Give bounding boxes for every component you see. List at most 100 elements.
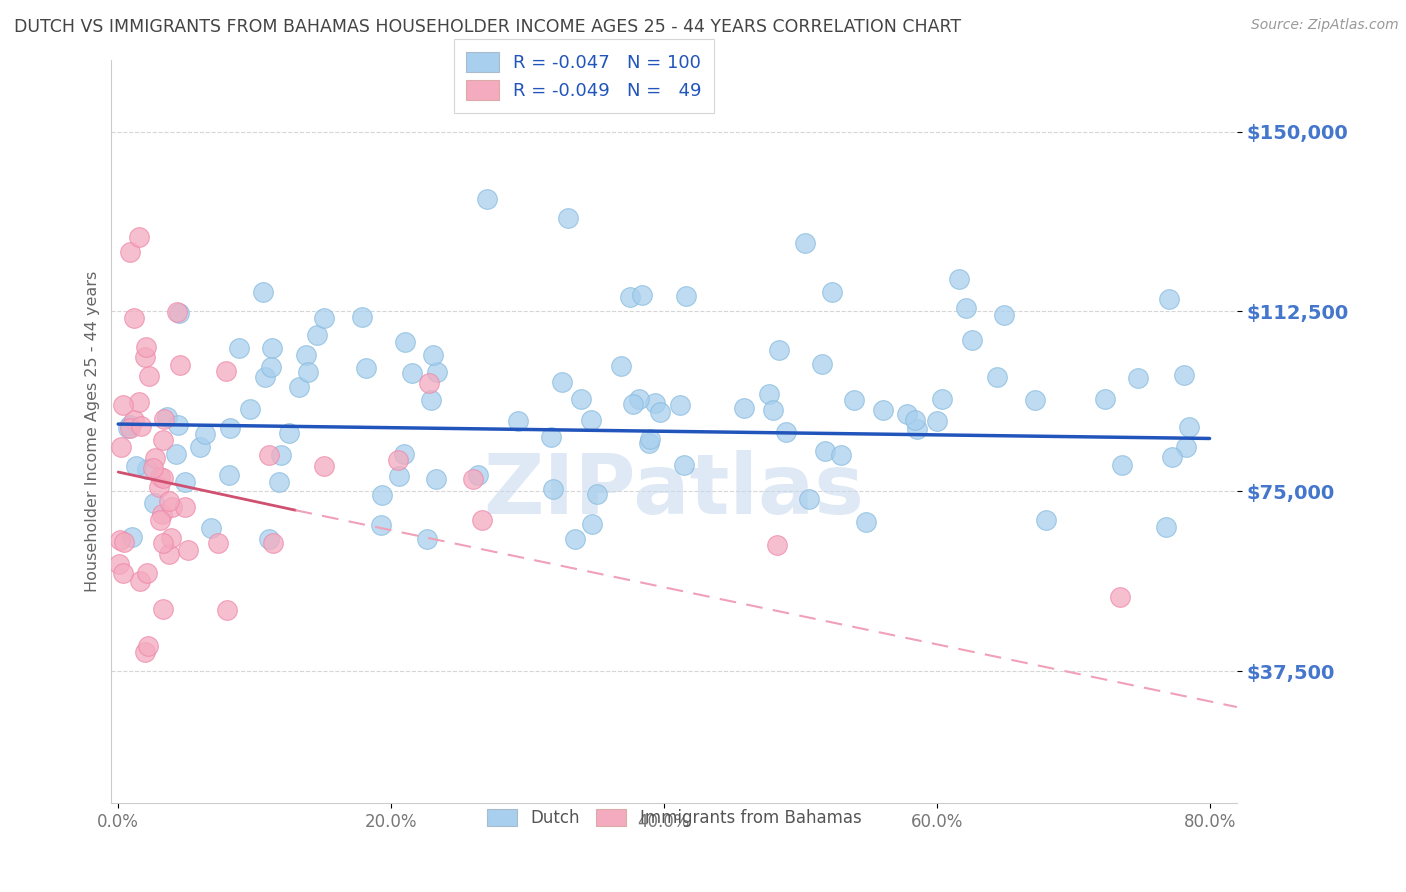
Point bbox=[422, 348, 444, 362]
Point bbox=[152, 433, 174, 447]
Point bbox=[152, 471, 174, 485]
Point bbox=[962, 333, 984, 347]
Point bbox=[160, 532, 183, 546]
Point bbox=[541, 482, 564, 496]
Point bbox=[153, 412, 176, 426]
Point bbox=[388, 469, 411, 483]
Point bbox=[672, 458, 695, 473]
Point bbox=[581, 517, 603, 532]
Point bbox=[118, 245, 141, 260]
Point bbox=[218, 421, 240, 435]
Point bbox=[150, 507, 173, 521]
Point bbox=[461, 472, 484, 486]
Point bbox=[768, 343, 790, 358]
Point bbox=[872, 403, 894, 417]
Point bbox=[107, 557, 129, 571]
Point bbox=[110, 440, 132, 454]
Point bbox=[775, 425, 797, 440]
Point bbox=[416, 532, 439, 546]
Point bbox=[148, 480, 170, 494]
Point bbox=[252, 285, 274, 300]
Point bbox=[312, 311, 335, 326]
Point bbox=[239, 402, 262, 417]
Point bbox=[648, 404, 671, 418]
Point bbox=[471, 513, 494, 527]
Point bbox=[675, 289, 697, 303]
Point bbox=[297, 365, 319, 379]
Point bbox=[1108, 591, 1130, 605]
Point bbox=[766, 538, 789, 552]
Point bbox=[121, 530, 143, 544]
Point bbox=[631, 288, 654, 302]
Point bbox=[508, 414, 530, 428]
Point bbox=[371, 488, 394, 502]
Point bbox=[162, 500, 184, 514]
Point bbox=[134, 350, 156, 364]
Point bbox=[394, 334, 416, 349]
Point bbox=[117, 421, 139, 435]
Point bbox=[169, 359, 191, 373]
Point bbox=[112, 398, 135, 412]
Point bbox=[1035, 513, 1057, 527]
Point bbox=[287, 379, 309, 393]
Point bbox=[896, 408, 918, 422]
Point bbox=[993, 308, 1015, 322]
Point bbox=[1154, 520, 1177, 534]
Point bbox=[758, 387, 780, 401]
Y-axis label: Householder Income Ages 25 - 44 years: Householder Income Ages 25 - 44 years bbox=[86, 270, 100, 592]
Point bbox=[167, 417, 190, 432]
Point bbox=[262, 341, 284, 355]
Point bbox=[1111, 458, 1133, 472]
Point bbox=[640, 432, 662, 446]
Point bbox=[207, 536, 229, 550]
Point bbox=[925, 414, 948, 428]
Point bbox=[1177, 420, 1199, 434]
Point bbox=[152, 536, 174, 550]
Point bbox=[569, 392, 592, 406]
Point bbox=[581, 413, 603, 427]
Point bbox=[312, 458, 335, 473]
Point bbox=[855, 515, 877, 529]
Point bbox=[392, 447, 415, 461]
Point bbox=[259, 532, 281, 546]
Point bbox=[124, 412, 146, 426]
Point bbox=[619, 290, 641, 304]
Point bbox=[621, 397, 644, 411]
Point bbox=[644, 396, 666, 410]
Point bbox=[733, 401, 755, 416]
Point bbox=[270, 448, 292, 462]
Point bbox=[278, 426, 301, 441]
Point bbox=[167, 305, 190, 319]
Point bbox=[134, 645, 156, 659]
Point bbox=[260, 359, 283, 374]
Point bbox=[814, 443, 837, 458]
Point bbox=[1173, 368, 1195, 383]
Point bbox=[842, 393, 865, 408]
Point bbox=[426, 365, 449, 379]
Point bbox=[135, 566, 157, 580]
Point bbox=[387, 452, 409, 467]
Point bbox=[138, 639, 160, 653]
Point bbox=[794, 236, 817, 251]
Point bbox=[259, 448, 281, 462]
Point bbox=[156, 410, 179, 425]
Point bbox=[948, 271, 970, 285]
Text: DUTCH VS IMMIGRANTS FROM BAHAMAS HOUSEHOLDER INCOME AGES 25 - 44 YEARS CORRELATI: DUTCH VS IMMIGRANTS FROM BAHAMAS HOUSEHO… bbox=[14, 18, 962, 36]
Point bbox=[418, 376, 440, 390]
Point bbox=[143, 450, 166, 465]
Point bbox=[811, 357, 834, 371]
Point bbox=[955, 301, 977, 315]
Point bbox=[762, 403, 785, 417]
Point bbox=[215, 603, 238, 617]
Point bbox=[905, 422, 928, 436]
Point bbox=[350, 310, 373, 325]
Point bbox=[143, 495, 166, 509]
Point bbox=[821, 285, 844, 299]
Point bbox=[295, 348, 318, 362]
Point bbox=[669, 398, 692, 412]
Point bbox=[135, 461, 157, 475]
Point bbox=[157, 548, 180, 562]
Point bbox=[166, 304, 188, 318]
Text: ZIPatlas: ZIPatlas bbox=[484, 450, 865, 532]
Point bbox=[134, 340, 156, 354]
